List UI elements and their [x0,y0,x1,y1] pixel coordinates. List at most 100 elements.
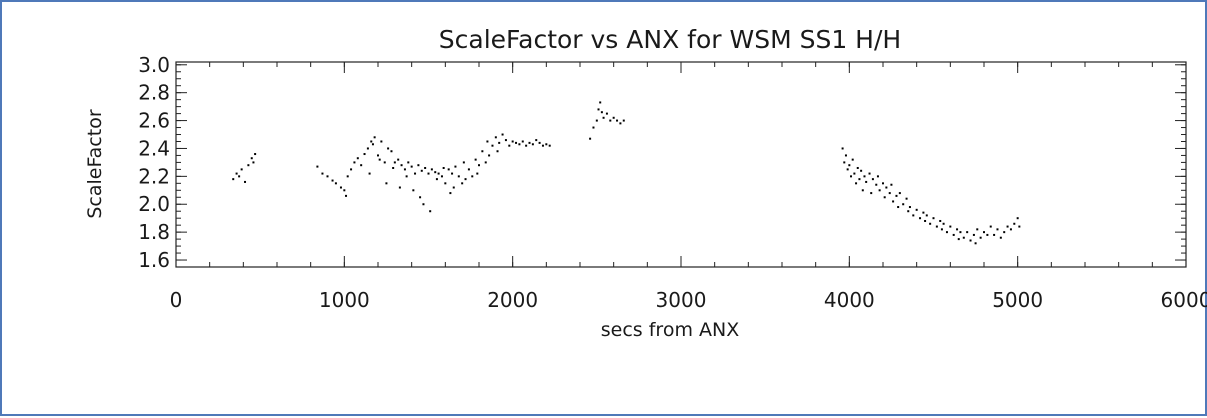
data-point [952,233,955,236]
data-point [972,233,975,236]
data-point [515,141,518,144]
x-tick-label: 4000 [824,288,875,312]
x-axis-title: secs from ANX [601,319,739,341]
data-point [410,165,413,168]
data-point [940,228,943,231]
data-point [350,168,353,171]
data-point [892,200,895,203]
data-point [599,101,602,104]
x-tick-label: 2000 [487,288,538,312]
data-point [959,231,962,234]
data-point [398,186,401,189]
data-point [595,119,598,122]
data-point [430,168,433,171]
data-point [511,140,514,143]
data-point [945,231,948,234]
data-point [924,219,927,222]
data-point [871,178,874,181]
data-point [878,189,881,192]
y-axis: 1.6 1.8 2.0 2.2 2.4 2.6 2.8 3.0 [138,53,1186,272]
data-point [449,192,452,195]
data-point [521,140,524,143]
data-point [942,222,945,225]
data-point [353,161,356,164]
data-point [868,172,871,175]
data-point [949,225,952,228]
data-point [397,158,400,161]
data-point [424,166,427,169]
data-point [1006,225,1009,228]
y-tick-label: 1.6 [138,248,170,272]
data-point [494,136,497,139]
data-point [616,119,619,122]
data-point [843,161,846,164]
data-point [447,168,450,171]
data-point [232,178,235,181]
y-tick-label: 2.0 [138,192,170,216]
data-point [467,168,470,171]
data-point [939,219,942,222]
data-point [622,119,625,122]
data-point [429,210,432,213]
data-point [452,186,455,189]
data-point [393,161,396,164]
data-point [612,116,615,119]
data-points [232,101,1021,245]
data-point [371,143,374,146]
y-tick-label: 2.8 [138,81,170,105]
data-point [956,228,959,231]
data-point [440,175,443,178]
data-point [444,182,447,185]
data-point [407,161,410,164]
data-point [414,172,417,175]
data-point [435,178,438,181]
data-point [442,166,445,169]
data-point [989,225,992,228]
data-point [541,144,544,147]
data-point [979,236,982,239]
data-point [481,150,484,153]
data-point [377,154,379,157]
data-point [619,122,622,125]
data-point [412,189,415,192]
data-point [853,172,856,175]
data-point [250,157,253,160]
data-point [321,172,324,175]
data-point [476,172,479,175]
y-tick-label: 2.6 [138,109,170,133]
data-point [883,196,886,199]
data-point [907,210,910,213]
data-point [417,164,420,167]
data-point [848,164,851,167]
data-point [966,231,969,234]
data-point [1003,231,1006,234]
data-point [935,225,938,228]
data-point [976,228,979,231]
data-point [908,206,911,209]
data-point [474,158,477,161]
data-point [484,161,487,164]
data-point [244,180,247,183]
data-point [366,147,369,150]
data-point [538,141,541,144]
y-tick-label: 3.0 [138,53,170,77]
data-point [390,150,393,153]
data-point [488,154,491,157]
data-point [548,144,551,147]
data-point [238,175,241,178]
data-point [1013,222,1016,225]
x-tick-label: 1000 [319,288,370,312]
data-point [334,182,337,185]
data-point [346,175,349,178]
data-point [589,137,592,140]
data-point [316,165,319,168]
data-point [925,214,928,217]
data-point [919,217,922,220]
y-tick-label: 2.4 [138,136,170,160]
data-point [356,157,359,160]
data-point [876,175,879,178]
data-point [252,161,255,164]
data-point [525,144,528,147]
